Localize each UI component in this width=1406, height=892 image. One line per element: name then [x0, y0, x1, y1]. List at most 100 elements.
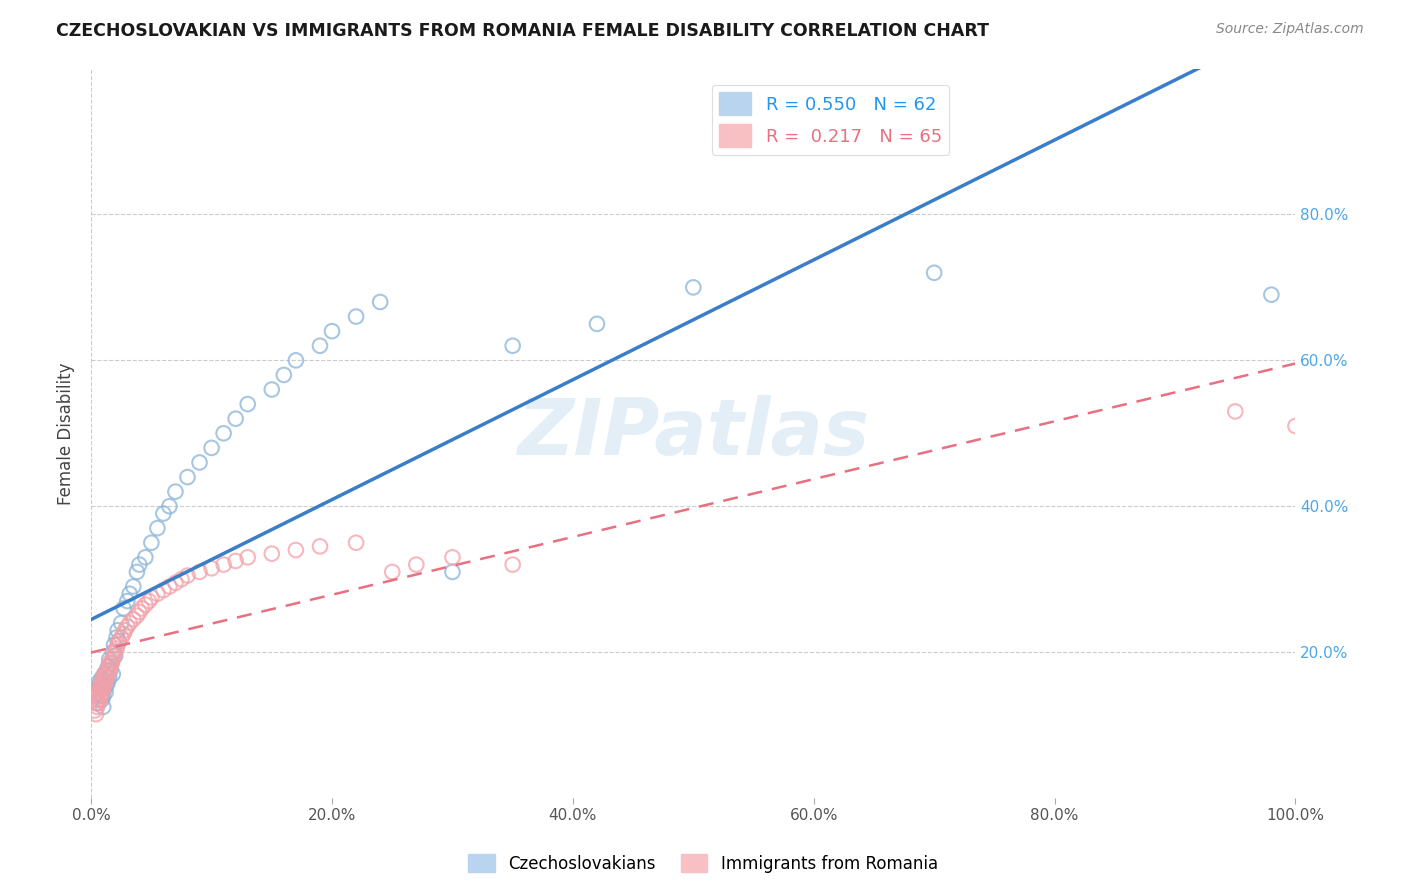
- Point: [90, 678, 112, 692]
- Point: [159, 500, 181, 514]
- Point: [98, 656, 121, 670]
- Point: [96, 664, 118, 678]
- Point: [90, 689, 112, 703]
- Point: [176, 568, 198, 582]
- Point: [159, 580, 181, 594]
- Point: [118, 615, 141, 630]
- Point: [91, 678, 114, 692]
- Point: [97, 659, 120, 673]
- Point: [84, 707, 107, 722]
- Point: [138, 594, 160, 608]
- Point: [83, 704, 105, 718]
- Point: [94, 685, 117, 699]
- Point: [152, 583, 174, 598]
- Legend: R = 0.550   N = 62, R =  0.217   N = 65: R = 0.550 N = 62, R = 0.217 N = 65: [711, 85, 949, 154]
- Point: [344, 535, 367, 549]
- Point: [134, 550, 156, 565]
- Point: [321, 324, 343, 338]
- Point: [170, 572, 193, 586]
- Point: [682, 280, 704, 294]
- Point: [98, 671, 121, 685]
- Point: [1260, 287, 1282, 301]
- Point: [101, 645, 124, 659]
- Point: [107, 638, 129, 652]
- Point: [381, 565, 404, 579]
- Point: [93, 678, 115, 692]
- Point: [103, 638, 125, 652]
- Point: [97, 667, 120, 681]
- Point: [112, 601, 135, 615]
- Point: [107, 624, 129, 638]
- Point: [103, 648, 125, 663]
- Point: [110, 631, 132, 645]
- Point: [1284, 419, 1306, 434]
- Point: [225, 411, 247, 425]
- Point: [200, 561, 222, 575]
- Text: ZIPatlas: ZIPatlas: [517, 395, 869, 471]
- Point: [212, 426, 235, 441]
- Point: [98, 664, 121, 678]
- Point: [101, 667, 124, 681]
- Point: [131, 601, 153, 615]
- Point: [212, 558, 235, 572]
- Point: [165, 575, 187, 590]
- Point: [98, 652, 121, 666]
- Point: [87, 696, 110, 710]
- Point: [114, 624, 136, 638]
- Point: [96, 671, 118, 685]
- Point: [122, 580, 145, 594]
- Y-axis label: Female Disability: Female Disability: [58, 362, 75, 505]
- Point: [104, 645, 127, 659]
- Point: [93, 667, 115, 681]
- Point: [110, 615, 132, 630]
- Point: [104, 648, 127, 663]
- Point: [105, 641, 128, 656]
- Point: [141, 535, 163, 549]
- Point: [117, 594, 139, 608]
- Point: [125, 565, 148, 579]
- Point: [922, 266, 945, 280]
- Point: [260, 383, 283, 397]
- Point: [86, 699, 108, 714]
- Point: [91, 685, 114, 699]
- Point: [89, 678, 111, 692]
- Point: [91, 689, 114, 703]
- Point: [108, 634, 131, 648]
- Point: [93, 681, 115, 696]
- Point: [86, 692, 108, 706]
- Point: [176, 470, 198, 484]
- Point: [260, 547, 283, 561]
- Point: [188, 565, 211, 579]
- Point: [100, 656, 122, 670]
- Point: [86, 685, 108, 699]
- Point: [1225, 404, 1247, 418]
- Point: [405, 558, 427, 572]
- Point: [117, 619, 139, 633]
- Point: [188, 455, 211, 469]
- Point: [86, 689, 108, 703]
- Point: [97, 674, 120, 689]
- Point: [122, 612, 145, 626]
- Point: [284, 353, 307, 368]
- Point: [100, 656, 122, 670]
- Point: [344, 310, 367, 324]
- Point: [118, 587, 141, 601]
- Text: CZECHOSLOVAKIAN VS IMMIGRANTS FROM ROMANIA FEMALE DISABILITY CORRELATION CHART: CZECHOSLOVAKIAN VS IMMIGRANTS FROM ROMAN…: [56, 22, 990, 40]
- Point: [100, 664, 122, 678]
- Point: [100, 659, 122, 673]
- Point: [91, 692, 114, 706]
- Point: [96, 664, 118, 678]
- Point: [134, 598, 156, 612]
- Point: [94, 674, 117, 689]
- Point: [284, 543, 307, 558]
- Point: [108, 634, 131, 648]
- Point: [236, 550, 259, 565]
- Point: [586, 317, 609, 331]
- Point: [165, 484, 187, 499]
- Point: [441, 550, 464, 565]
- Point: [101, 652, 124, 666]
- Point: [91, 671, 114, 685]
- Point: [89, 681, 111, 696]
- Point: [141, 591, 163, 605]
- Point: [90, 681, 112, 696]
